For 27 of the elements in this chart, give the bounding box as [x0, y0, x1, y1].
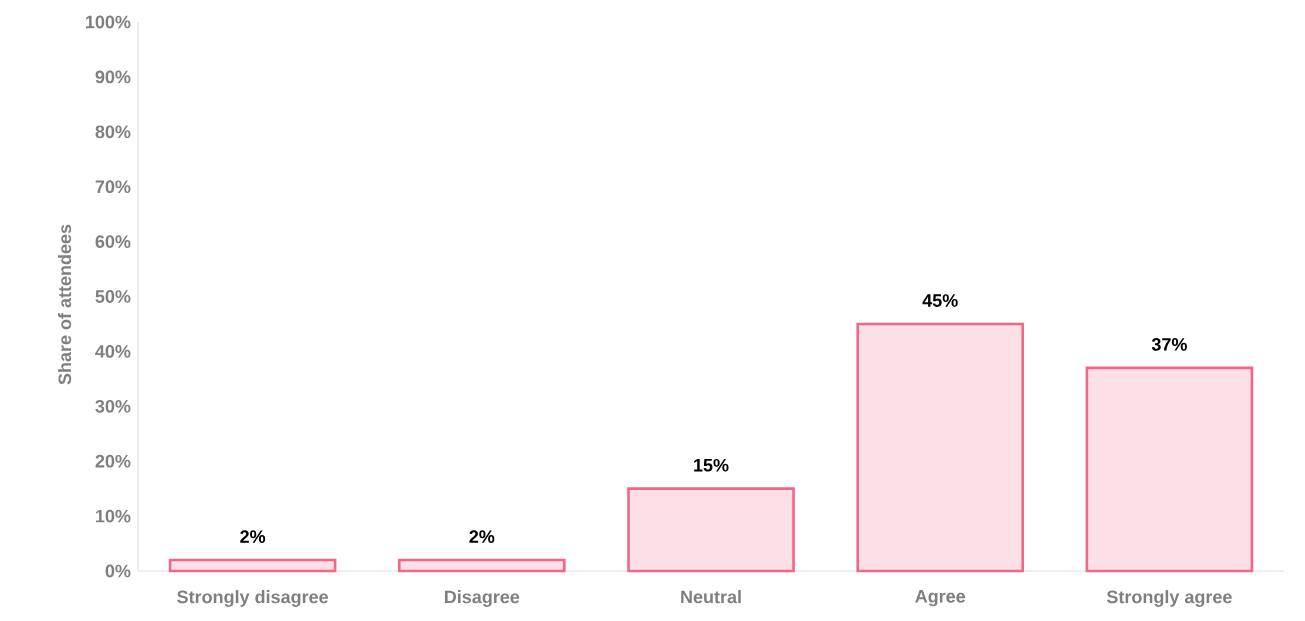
y-tick-label: 20%	[95, 454, 131, 468]
data-label: 37%	[1151, 338, 1187, 351]
data-label: 45%	[922, 294, 958, 307]
y-axis-title: Share of attendees	[57, 224, 72, 385]
x-tick-label: Neutral	[681, 590, 741, 604]
bar	[397, 558, 566, 573]
x-tick-label: Strongly disagree	[177, 590, 329, 607]
y-tick-label: 10%	[96, 509, 131, 523]
bar	[856, 322, 1025, 573]
y-tick-label: 40%	[95, 345, 131, 358]
y-tick-label: 60%	[95, 235, 131, 248]
x-tick-label: Strongly agree	[1106, 590, 1232, 607]
y-tick-label: 0%	[105, 564, 131, 578]
y-tick-label: 100%	[86, 15, 131, 29]
y-tick-label: 50%	[95, 290, 131, 303]
y-tick-label: 70%	[95, 180, 131, 194]
y-tick-label: 30%	[95, 399, 131, 413]
bar	[1085, 366, 1254, 573]
bar	[168, 558, 337, 573]
y-tick-label: 80%	[95, 125, 131, 139]
data-label: 15%	[694, 458, 729, 472]
y-tick-label: 90%	[95, 70, 131, 84]
x-tick-label: Disagree	[444, 590, 520, 607]
data-label: 2%	[240, 530, 266, 543]
data-label: 2%	[469, 530, 495, 543]
bar	[627, 487, 795, 573]
x-tick-label: Agree	[915, 590, 966, 607]
